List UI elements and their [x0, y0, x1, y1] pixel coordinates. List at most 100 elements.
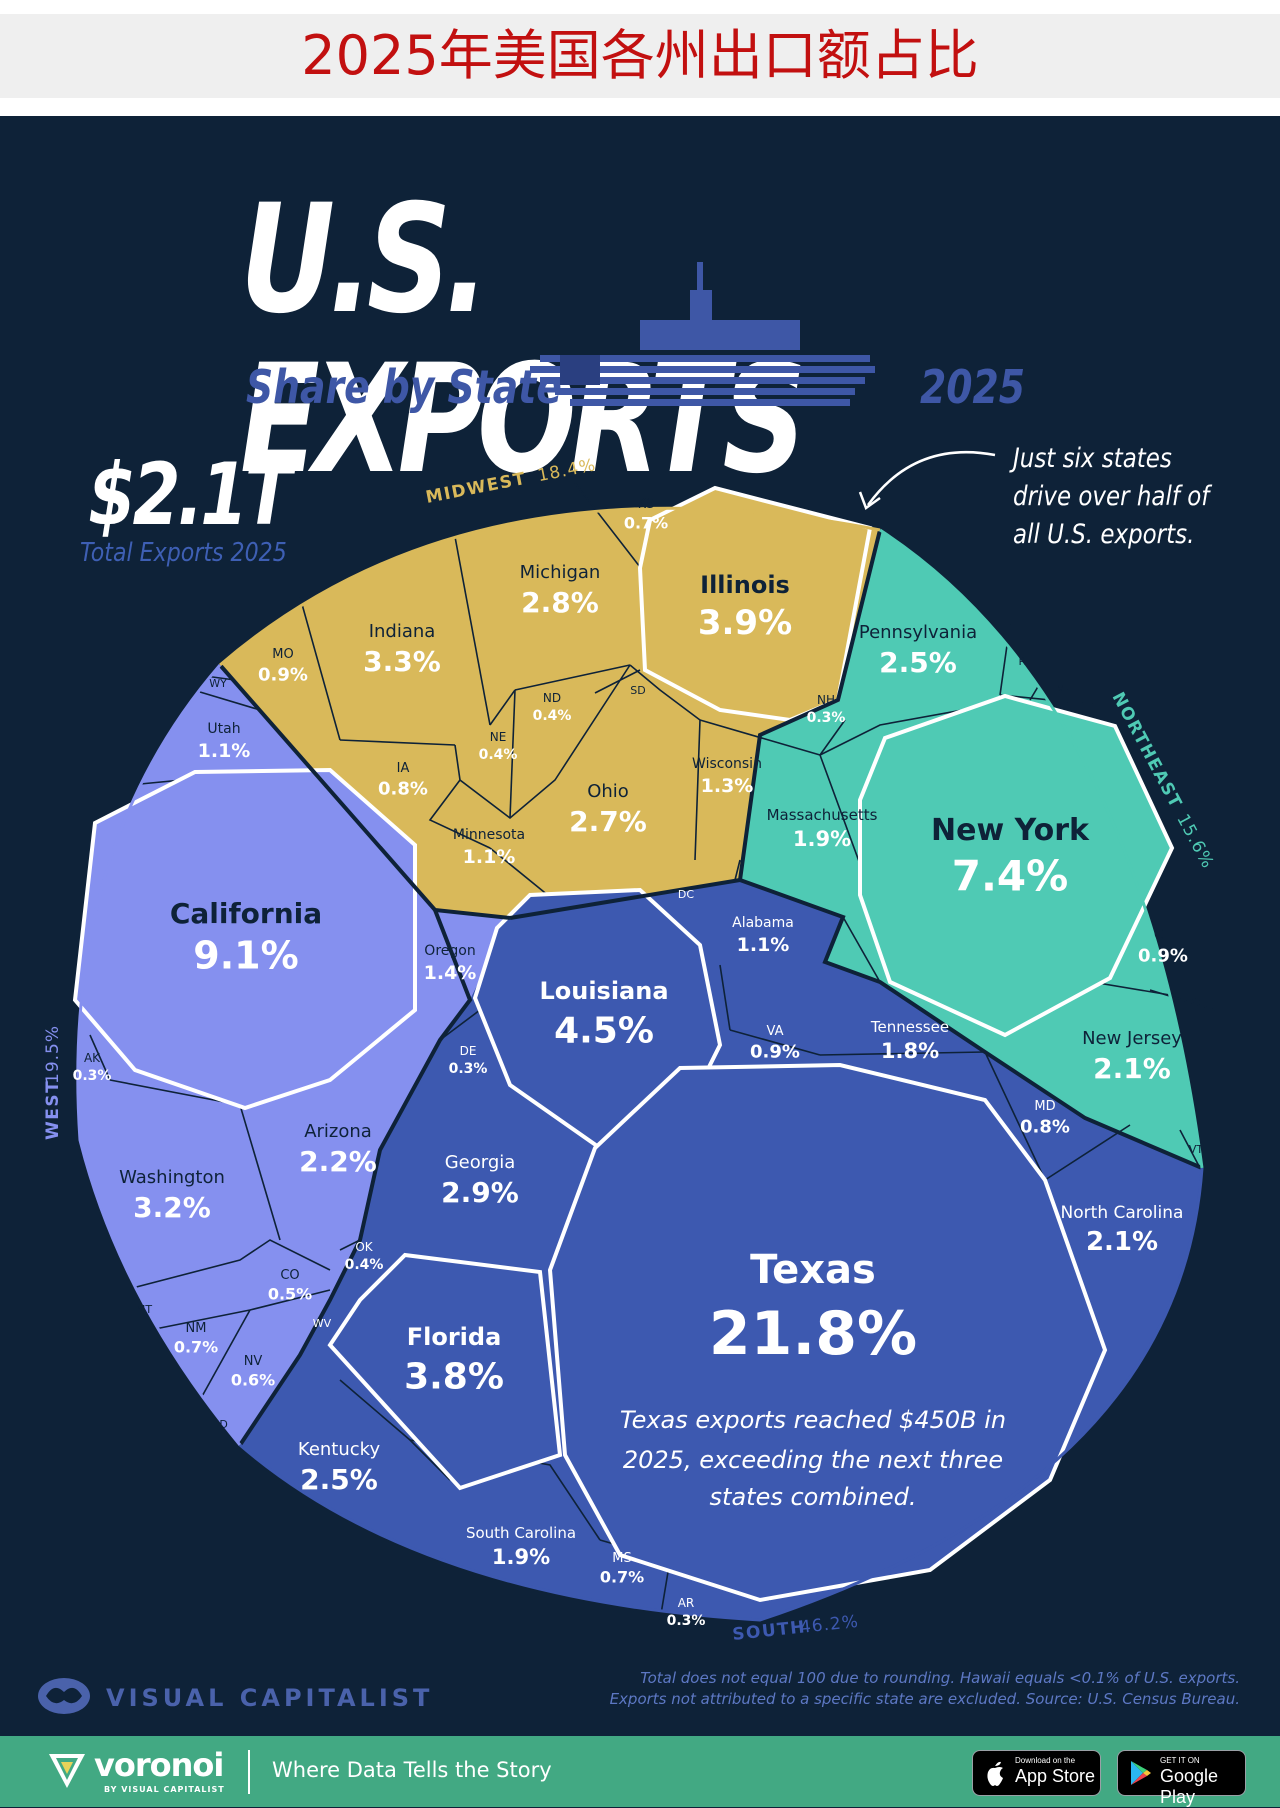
- footer-divider: [248, 1750, 250, 1794]
- region-share-west: 19.5%: [43, 1025, 63, 1084]
- visual-capitalist-logo-icon: [38, 1678, 90, 1714]
- visual-capitalist-brand: VISUAL CAPITALIST: [106, 1684, 434, 1712]
- state-label-vt: VT: [1189, 1143, 1204, 1156]
- total-exports-value: $2.1T: [88, 445, 292, 545]
- state-label-nd: ND: [543, 691, 561, 705]
- state-label-me: ME: [1056, 683, 1072, 696]
- state-value-tennessee: 1.8%: [881, 1039, 939, 1063]
- state-value-de: 0.3%: [449, 1061, 488, 1077]
- state-value-wisconsin: 1.3%: [701, 775, 754, 797]
- state-value-ks: 0.7%: [624, 513, 668, 532]
- google-play-button[interactable]: GET IT ON Google Play: [1117, 1750, 1246, 1807]
- state-label-mo: MO: [272, 647, 293, 662]
- state-label-alabama: Alabama: [732, 915, 794, 931]
- banner-title: 2025年美国各州出口额占比: [301, 24, 979, 87]
- voronoi-brand[interactable]: voronoi: [94, 1746, 224, 1784]
- footnote-line-1: Total does not equal 100 due to rounding…: [640, 1669, 1240, 1687]
- state-value-illinois: 3.9%: [698, 603, 792, 643]
- state-label-ri: RI: [1019, 655, 1030, 668]
- region-name-south: SOUTH: [731, 1617, 807, 1645]
- callout-arrow: [866, 451, 996, 506]
- state-value-md: 0.8%: [1020, 1117, 1070, 1138]
- state-value-ia: 0.8%: [378, 779, 428, 800]
- state-label-wisconsin: Wisconsin: [692, 756, 762, 772]
- state-label-illinois: Illinois: [700, 571, 790, 599]
- state-label-ohio: Ohio: [587, 781, 629, 802]
- infographic-title: U.S. EXPORTS: [240, 173, 807, 507]
- state-label-minnesota: Minnesota: [453, 827, 525, 843]
- state-label-north-carolina: North Carolina: [1061, 1203, 1184, 1223]
- state-value-south-carolina: 1.9%: [492, 1545, 550, 1569]
- florida-cell: [327, 1252, 563, 1491]
- state-value-ak: 0.3%: [73, 1068, 112, 1084]
- apple-icon: [987, 1761, 1003, 1786]
- voronoi-brand-sub: BY VISUAL CAPITALIST: [104, 1785, 225, 1794]
- state-label-pennsylvania: Pennsylvania: [859, 622, 977, 643]
- state-value-california: 9.1%: [193, 934, 298, 978]
- region-name-midwest: MIDWEST: [424, 469, 528, 508]
- state-value-ct: 0.9%: [1138, 946, 1188, 967]
- state-label-california: California: [170, 897, 322, 930]
- app-store-button[interactable]: Download on the App Store: [972, 1750, 1101, 1796]
- state-label-ne: NE: [490, 730, 507, 744]
- region-label-west: WEST 19.5%: [43, 1025, 63, 1140]
- state-value-oregon: 1.4%: [424, 962, 477, 984]
- texas-note-line-3: states combined.: [710, 1483, 917, 1511]
- region-name-west: WEST: [43, 1080, 63, 1140]
- callout-text: Just six states drive over half of all U…: [1013, 440, 1209, 554]
- state-value-kentucky: 2.5%: [300, 1463, 378, 1496]
- state-label-ia: IA: [397, 761, 410, 776]
- state-label-nm: NM: [186, 1321, 207, 1336]
- state-label-texas: Texas: [750, 1247, 876, 1293]
- region-share-south: 46.2%: [799, 1612, 860, 1638]
- state-label-ak: AK: [84, 1051, 101, 1065]
- state-value-ohio: 2.7%: [569, 805, 647, 838]
- footer-tagline: Where Data Tells the Story: [272, 1758, 552, 1782]
- state-value-ne: 0.4%: [479, 747, 518, 763]
- app-store-label: App Store: [1015, 1766, 1096, 1786]
- state-label-de: DE: [460, 1044, 477, 1058]
- state-label-new-jersey: New Jersey: [1082, 1028, 1182, 1049]
- region-label-midwest: MIDWEST 18.4%: [424, 455, 598, 508]
- highlight-borders: [72, 485, 1175, 1603]
- state-value-north-carolina: 2.1%: [1086, 1227, 1158, 1257]
- state-label-ct: CT: [1154, 927, 1173, 943]
- state-label-mt: MT: [136, 1303, 152, 1316]
- texas-note-line-2: 2025, exceeding the next three: [623, 1446, 1003, 1474]
- google-play-small-label: GET IT ON: [1160, 1756, 1200, 1765]
- footer-bar: voronoi BY VISUAL CAPITALIST Where Data …: [0, 1736, 1280, 1807]
- cell-borders: [89, 482, 1216, 1621]
- callout-arrowhead: [858, 491, 881, 510]
- google-play-label: Google Play: [1160, 1766, 1219, 1807]
- state-label-nh: NH: [817, 693, 835, 707]
- footnote: Total does not equal 100 due to rounding…: [520, 1668, 1240, 1710]
- state-value-indiana: 3.3%: [363, 645, 441, 678]
- infographic-subtitle: Share by State: [246, 360, 562, 414]
- state-value-va: 0.9%: [750, 1042, 800, 1063]
- state-value-nv: 0.6%: [231, 1370, 275, 1389]
- state-value-michigan: 2.8%: [521, 586, 599, 619]
- voronoi-logo-icon[interactable]: [46, 1750, 88, 1792]
- texas-note-line-1: Texas exports reached $450B in: [620, 1406, 1006, 1434]
- state-label-nv: NV: [244, 1354, 263, 1369]
- region-boundaries: [218, 529, 1203, 1447]
- state-value-utah: 1.1%: [198, 740, 251, 762]
- state-label-massachusetts: Massachusetts: [767, 806, 878, 824]
- state-label-florida: Florida: [407, 1323, 502, 1351]
- top-banner: 2025年美国各州出口额占比: [0, 0, 1280, 116]
- state-label-id: ID: [216, 1418, 228, 1431]
- state-label-washington: Washington: [119, 1167, 225, 1188]
- state-label-new-york: New York: [931, 813, 1090, 848]
- state-value-ok: 0.4%: [345, 1257, 384, 1273]
- ship-icon: [530, 262, 875, 406]
- state-value-texas: 21.8%: [709, 1299, 917, 1369]
- region-share-northeast: 15.6%: [1172, 811, 1217, 872]
- state-value-massachusetts: 1.9%: [793, 827, 851, 851]
- google-play-icon: [1131, 1761, 1151, 1785]
- state-value-co: 0.5%: [268, 1284, 312, 1303]
- state-label-indiana: Indiana: [369, 621, 436, 642]
- state-label-va: VA: [767, 1024, 784, 1039]
- texas-note: Texas exports reached $450B in 2025, exc…: [620, 1406, 1006, 1511]
